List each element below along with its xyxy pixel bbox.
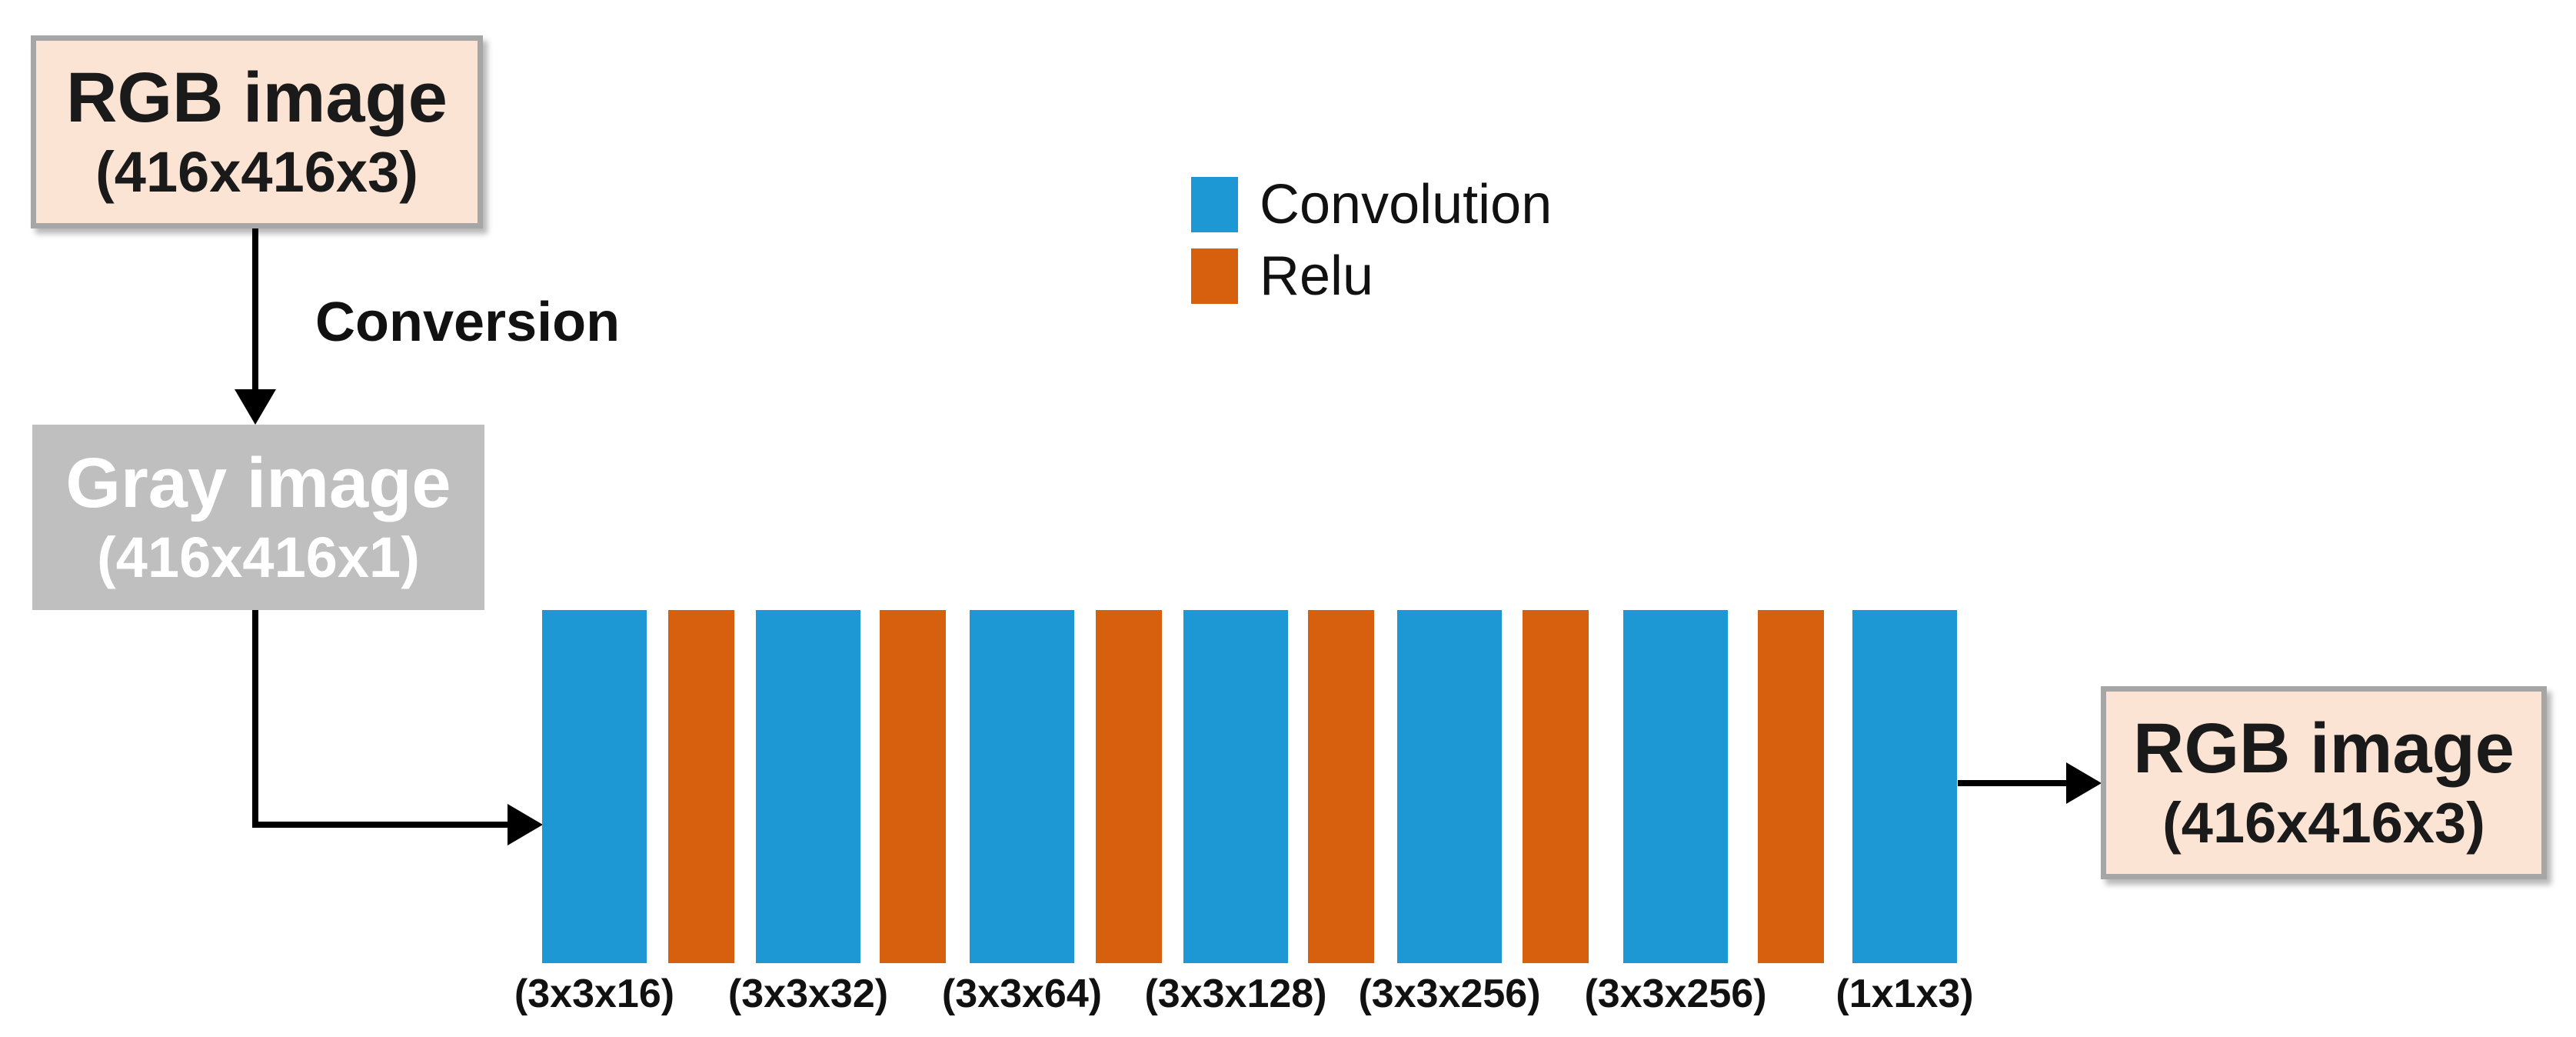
convolution-layer-bar (756, 610, 860, 963)
network-to-output-arrow (1958, 780, 2066, 786)
relu-layer-bar (668, 610, 734, 963)
output-rgb-dimensions: (416x416x3) (2162, 791, 2485, 855)
convolution-layer-bar (1397, 610, 1502, 963)
relu-layer-bar (1523, 610, 1589, 963)
kernel-size-label: (3x3x64) (941, 972, 1103, 1016)
convolution-layer-bar (542, 610, 647, 963)
relu-layer-bar (1308, 610, 1374, 963)
kernel-size-label: (3x3x128) (1144, 972, 1327, 1016)
convolution-layer-bar (1852, 610, 1957, 963)
input-rgb-dimensions: (416x416x3) (95, 140, 418, 205)
legend-label-relu: Relu (1260, 245, 1374, 307)
relu-color-swatch (1191, 248, 1238, 304)
gray-to-network-arrow-vertical (252, 610, 258, 828)
gray-image-title: Gray image (65, 443, 451, 522)
gray-to-network-arrow-horizontal (252, 822, 508, 828)
input-rgb-title: RGB image (66, 58, 448, 137)
kernel-size-label: (1x1x3) (1835, 972, 1974, 1016)
legend-label-convolution: Convolution (1260, 174, 1553, 235)
kernel-size-label: (3x3x256) (1584, 972, 1767, 1016)
relu-layer-bar (880, 610, 946, 963)
relu-layer-bar (1758, 610, 1824, 963)
kernel-size-label: (3x3x32) (727, 972, 889, 1016)
output-rgb-title: RGB image (2133, 709, 2514, 788)
output-rgb-box: RGB image (416x416x3) (2101, 686, 2547, 879)
convolution-layer-bar (1623, 610, 1728, 963)
gray-to-network-arrowhead-icon (508, 804, 543, 845)
conversion-arrowhead-icon (235, 389, 276, 425)
convolution-layer-bar (1183, 610, 1288, 963)
relu-layer-bar (1096, 610, 1162, 963)
gray-image-box: Gray image (416x416x1) (32, 425, 484, 610)
network-to-output-arrowhead-icon (2066, 762, 2102, 804)
conversion-label: Conversion (315, 292, 621, 353)
gray-image-dimensions: (416x416x1) (97, 525, 420, 590)
convolution-layer-bar (970, 610, 1074, 963)
kernel-size-label: (3x3x256) (1358, 972, 1541, 1016)
legend-item-convolution: Convolution (1191, 173, 1552, 236)
conversion-arrow-line (252, 228, 258, 392)
convolution-color-swatch (1191, 177, 1238, 232)
legend-item-relu: Relu (1191, 245, 1373, 308)
kernel-size-label: (3x3x16) (514, 972, 675, 1016)
input-rgb-box: RGB image (416x416x3) (31, 35, 483, 228)
